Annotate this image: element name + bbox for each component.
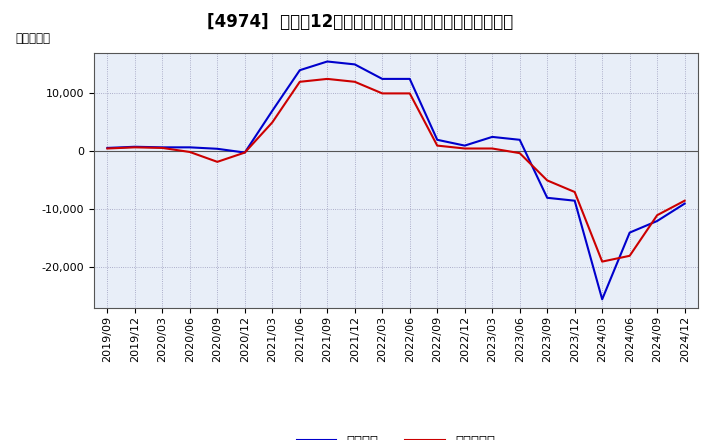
当期純利益 (598, 259, 606, 264)
当期純利益 (130, 145, 139, 150)
当期純利益 (626, 253, 634, 258)
経常利益 (433, 137, 441, 143)
経常利益 (626, 230, 634, 235)
経常利益 (186, 145, 194, 150)
Y-axis label: （百万円）: （百万円） (16, 32, 50, 45)
当期純利益 (351, 79, 359, 84)
経常利益 (240, 150, 249, 155)
経常利益 (543, 195, 552, 201)
経常利益 (598, 297, 606, 302)
Text: [4974]  利益の12か月移動合計の対前年同期増減額の推移: [4974] 利益の12か月移動合計の対前年同期増減額の推移 (207, 13, 513, 31)
当期純利益 (405, 91, 414, 96)
当期純利益 (213, 159, 222, 165)
当期純利益 (158, 145, 166, 150)
経常利益 (103, 145, 112, 150)
当期純利益 (460, 146, 469, 151)
当期純利益 (543, 178, 552, 183)
当期純利益 (323, 76, 332, 81)
経常利益 (516, 137, 524, 143)
経常利益 (378, 76, 387, 81)
経常利益 (323, 59, 332, 64)
当期純利益 (653, 213, 662, 218)
経常利益 (653, 218, 662, 224)
経常利益 (351, 62, 359, 67)
経常利益 (295, 68, 304, 73)
当期純利益 (103, 146, 112, 151)
当期純利益 (268, 120, 276, 125)
当期純利益 (680, 198, 689, 203)
当期純利益 (433, 143, 441, 148)
当期純利益 (378, 91, 387, 96)
Line: 経常利益: 経常利益 (107, 62, 685, 299)
経常利益 (158, 145, 166, 150)
経常利益 (268, 108, 276, 114)
当期純利益 (240, 150, 249, 155)
経常利益 (460, 143, 469, 148)
経常利益 (130, 144, 139, 150)
経常利益 (488, 134, 497, 139)
経常利益 (570, 198, 579, 203)
当期純利益 (488, 146, 497, 151)
Line: 当期純利益: 当期純利益 (107, 79, 685, 262)
Legend: 経常利益, 当期純利益: 経常利益, 当期純利益 (292, 429, 500, 440)
経常利益 (680, 201, 689, 206)
経常利益 (405, 76, 414, 81)
当期純利益 (295, 79, 304, 84)
当期純利益 (516, 150, 524, 156)
当期純利益 (570, 189, 579, 194)
経常利益 (213, 146, 222, 151)
当期純利益 (186, 149, 194, 154)
